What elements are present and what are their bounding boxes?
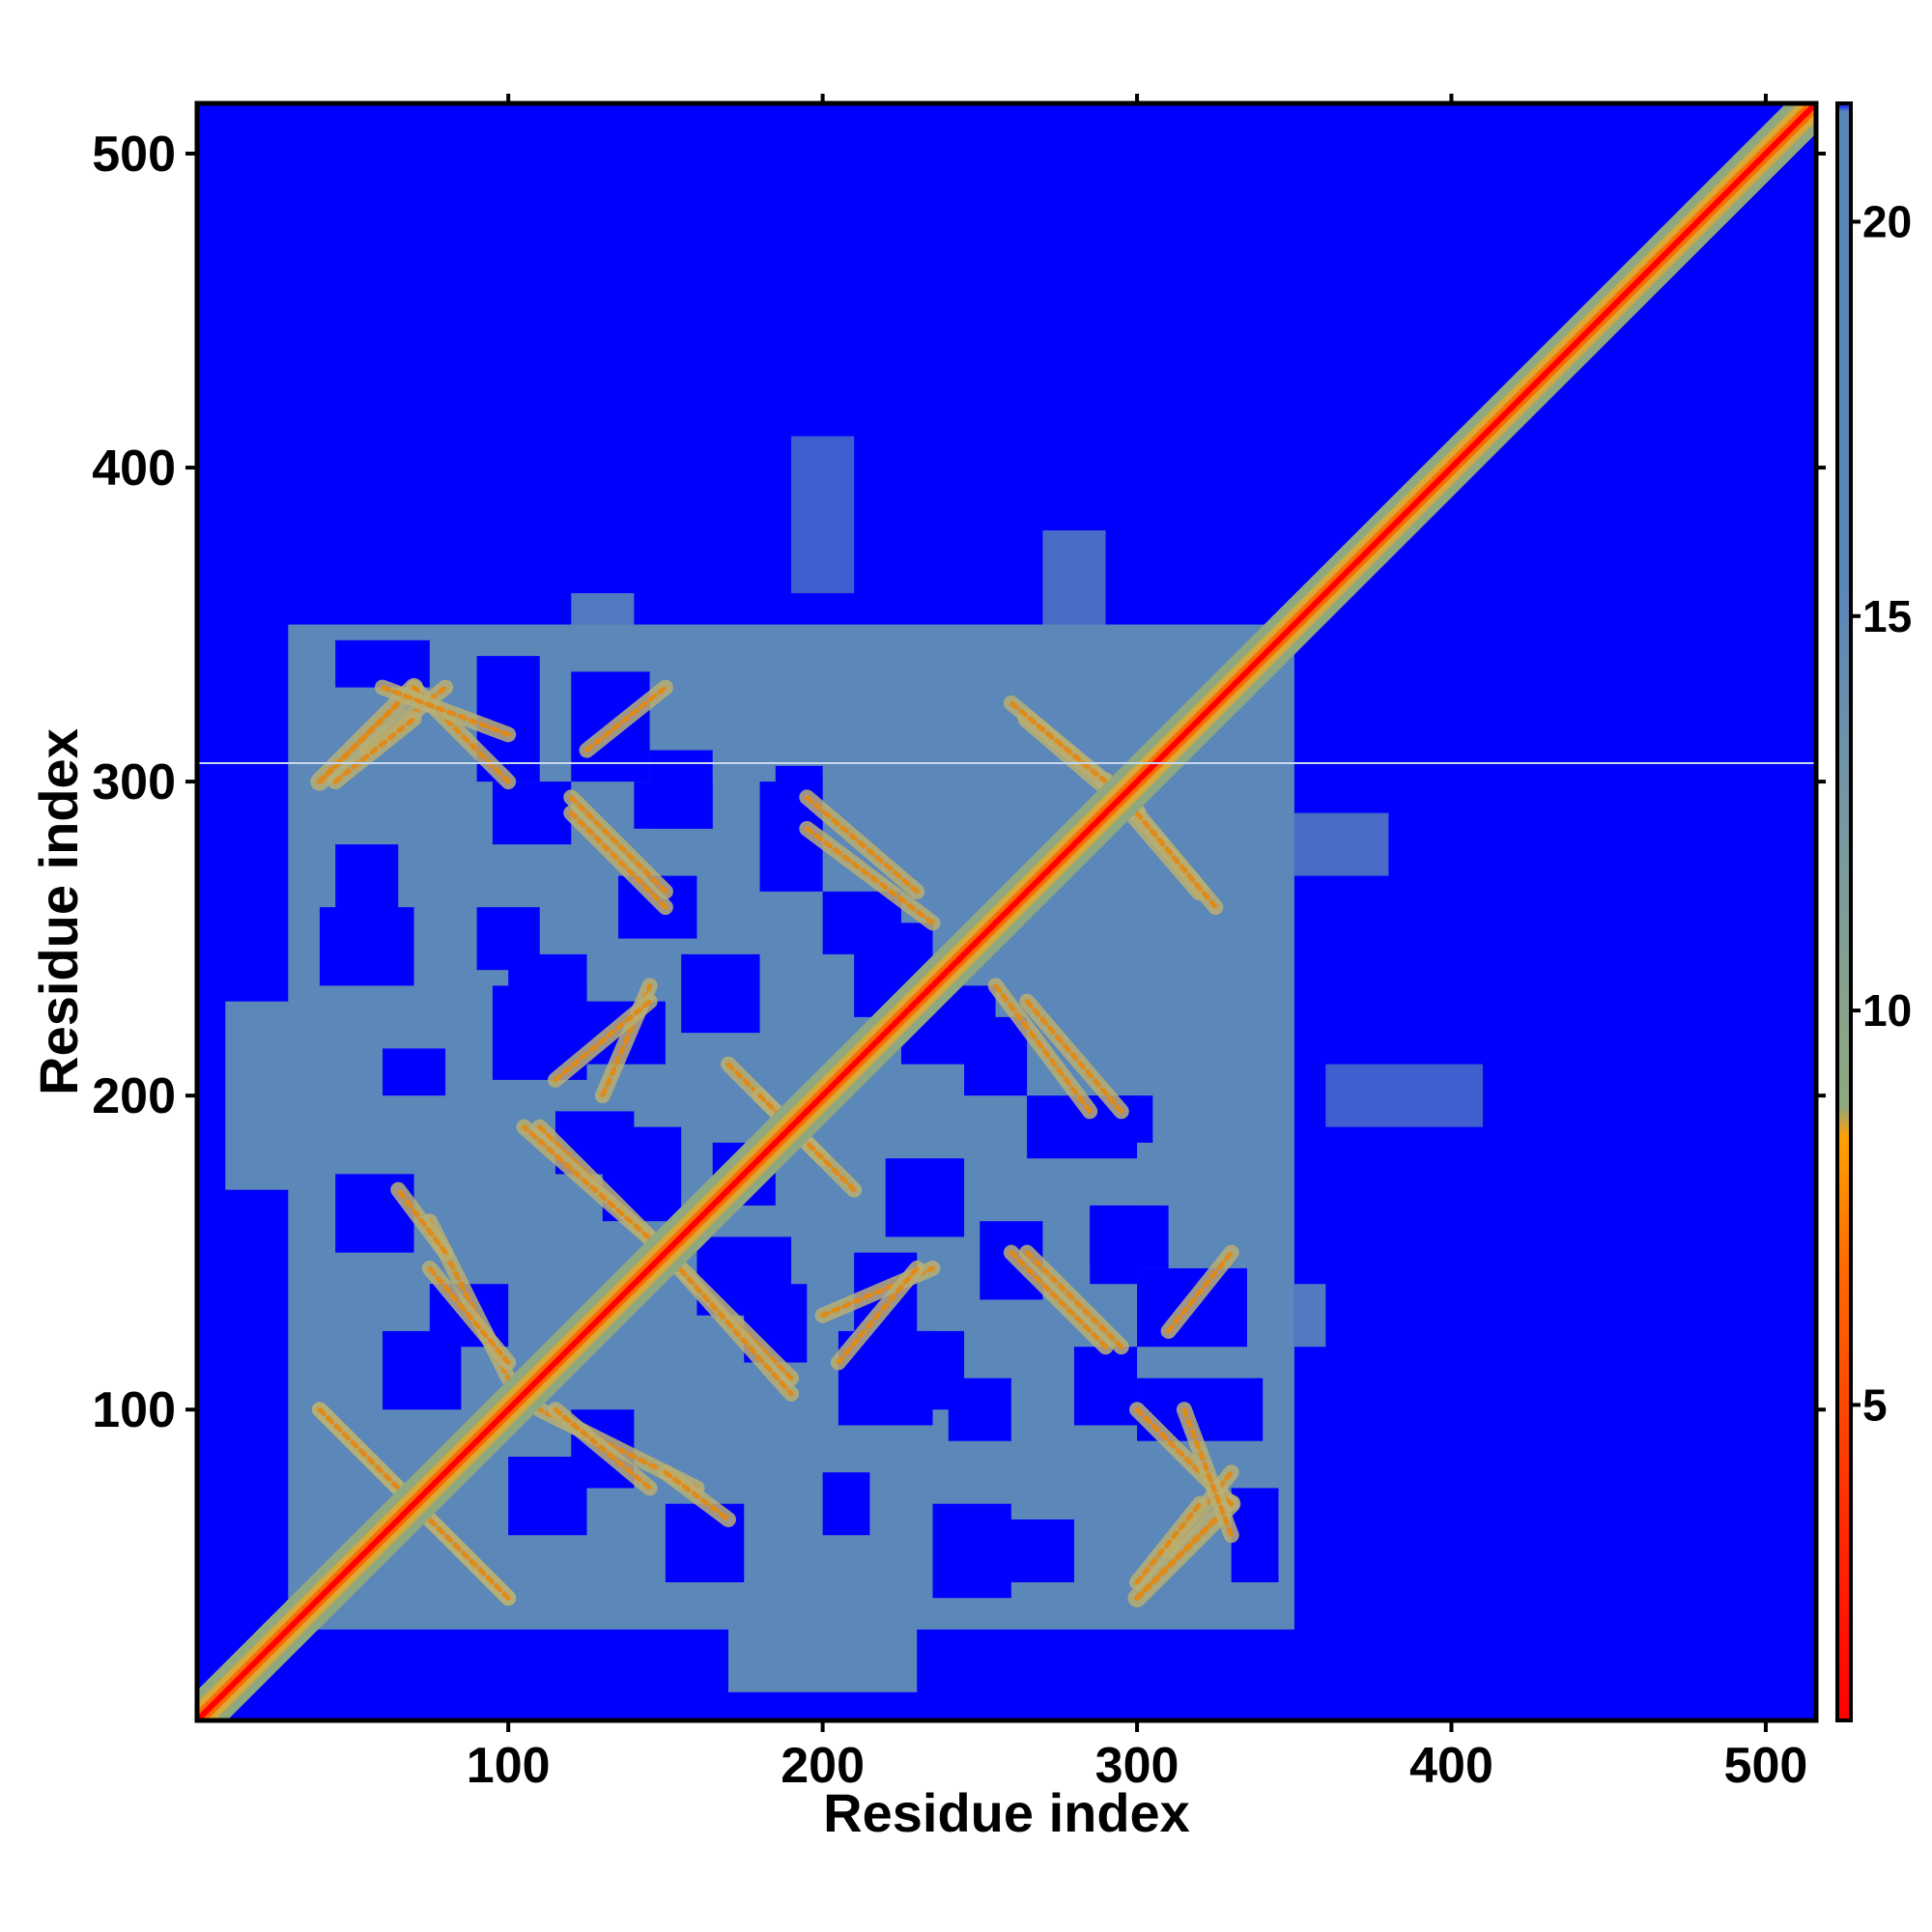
colorbar: 5 10 15 20 xyxy=(1835,101,1912,1722)
x-tick-label: 200 xyxy=(781,1738,865,1794)
contact-band xyxy=(380,685,511,737)
y-tick-label: 400 xyxy=(92,440,176,497)
y-tick-label: 200 xyxy=(92,1068,176,1124)
contact-region xyxy=(1293,1284,1326,1348)
y-axis-label: Residue index xyxy=(28,728,89,1095)
contact-region xyxy=(822,1472,870,1536)
contact-band xyxy=(553,999,653,1083)
contact-region xyxy=(1293,812,1389,876)
y-axis: 100 200 300 400 500 xyxy=(92,127,1826,1438)
diagonal-core xyxy=(197,103,1816,1720)
colorbar-tick-label: 20 xyxy=(1862,196,1912,246)
contact-band xyxy=(317,1406,417,1507)
contact-band xyxy=(1024,999,1124,1114)
x-tick-label: 100 xyxy=(467,1738,551,1794)
y-tick-label: 300 xyxy=(92,754,176,810)
x-tick-label: 400 xyxy=(1409,1738,1493,1794)
x-tick-label: 500 xyxy=(1724,1738,1808,1794)
contact-band xyxy=(584,685,668,753)
contact-band xyxy=(521,1124,668,1256)
contact-region xyxy=(649,750,713,829)
colorbar-gradient xyxy=(1837,103,1851,1720)
x-axis-label: Residue index xyxy=(823,1782,1190,1843)
diagonal-band xyxy=(197,103,1816,1720)
contact-region xyxy=(1325,1064,1484,1127)
colorbar-ticks: 5 10 15 20 xyxy=(1851,196,1912,1430)
contact-region xyxy=(822,891,901,954)
contact-region xyxy=(1073,1347,1138,1426)
contact-region xyxy=(492,781,572,845)
colorbar-tick-label: 10 xyxy=(1862,985,1912,1036)
colorbar-tick-label: 15 xyxy=(1862,591,1912,641)
contact-band xyxy=(412,1501,511,1601)
contact-band xyxy=(1166,1250,1235,1334)
contact-region xyxy=(948,1378,1011,1441)
y-tick-label: 100 xyxy=(92,1382,176,1438)
heatmap-area xyxy=(197,103,1816,1720)
colorbar-tick-label: 5 xyxy=(1862,1379,1888,1430)
contact-band xyxy=(1009,700,1109,784)
contact-band xyxy=(804,826,936,925)
contact-band xyxy=(1134,810,1218,910)
contact-band xyxy=(553,1406,653,1491)
x-axis: 100 200 300 400 500 xyxy=(467,94,1808,1794)
colorbar-frame xyxy=(1835,101,1853,1722)
contact-region xyxy=(980,1519,1074,1582)
plot-frame xyxy=(194,100,1819,1723)
contact-region xyxy=(383,1048,446,1096)
contact-band xyxy=(1009,1250,1109,1350)
contact-band xyxy=(1134,1500,1235,1602)
contact-band xyxy=(663,1469,731,1522)
contact-band xyxy=(804,794,920,895)
contact-band xyxy=(836,1265,920,1365)
contact-region xyxy=(571,593,635,625)
y-tick-label: 500 xyxy=(92,127,176,183)
contact-band xyxy=(568,810,668,910)
contact-region xyxy=(727,1472,918,1692)
contact-band xyxy=(1134,1501,1203,1585)
contact-band xyxy=(395,1187,448,1256)
contact-band xyxy=(332,716,417,784)
contact-region xyxy=(681,953,760,1034)
contact-region xyxy=(1042,530,1106,625)
contact-region xyxy=(885,1158,965,1237)
contact-region xyxy=(791,436,855,594)
contact-band xyxy=(993,982,1093,1114)
x-tick-label: 300 xyxy=(1095,1738,1179,1794)
contact-region xyxy=(1090,1205,1169,1268)
contact-band xyxy=(316,684,417,785)
contact-band xyxy=(663,1250,794,1397)
contact-band xyxy=(757,1093,857,1193)
contact-band xyxy=(1024,1250,1124,1350)
contact-region xyxy=(335,844,399,939)
contact-band xyxy=(427,1265,511,1365)
contact-band xyxy=(1181,1406,1235,1538)
contact-bands xyxy=(310,677,1241,1607)
contact-region xyxy=(476,907,540,971)
contact-region xyxy=(964,1016,1028,1096)
contact-band xyxy=(568,794,668,895)
